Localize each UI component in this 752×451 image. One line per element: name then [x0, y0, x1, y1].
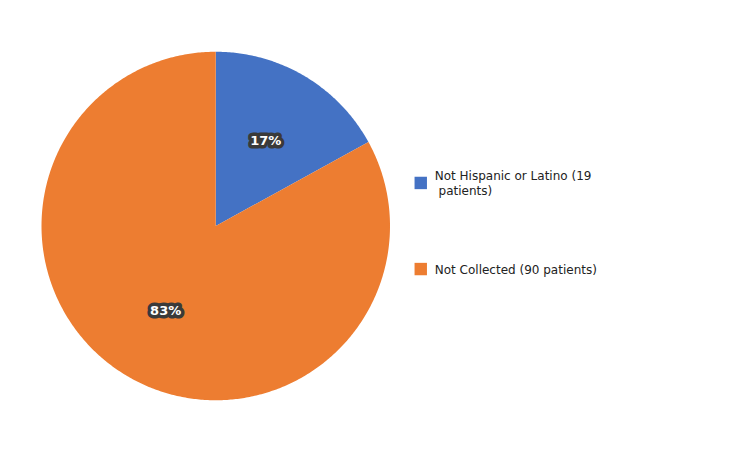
svg-text:Not Collected (90 patients): Not Collected (90 patients): [435, 263, 597, 277]
svg-text:83%: 83%: [150, 303, 181, 318]
svg-text:Not Hispanic or Latino (19 pat: Not Hispanic or Latino (19 patients): [435, 169, 592, 197]
svg-text:17%: 17%: [250, 133, 281, 148]
